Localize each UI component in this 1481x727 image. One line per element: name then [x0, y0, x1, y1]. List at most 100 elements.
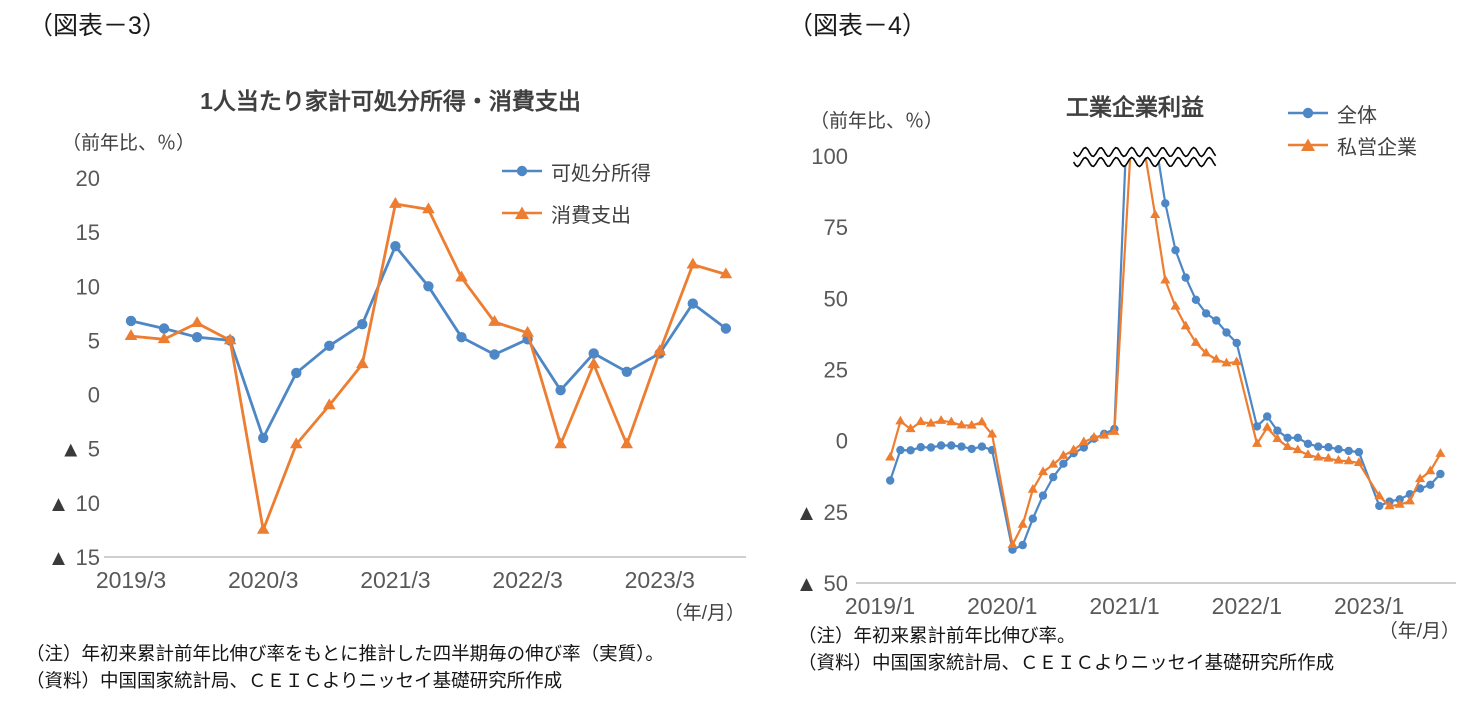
triangle-marker: [1435, 448, 1446, 457]
x-tick-label: 2019/3: [96, 567, 166, 593]
circle-marker: [1293, 433, 1303, 442]
triangle-marker: [946, 416, 957, 426]
triangle-marker: [987, 428, 998, 438]
triangle-marker: [1313, 451, 1324, 461]
triangle-marker: [1048, 458, 1059, 468]
circle-marker: [1028, 514, 1038, 523]
y-tick-label: 25: [824, 358, 848, 383]
y-tick-label: 0: [88, 383, 100, 408]
circle-marker: [1171, 246, 1180, 255]
legend-item-private: 私営企業: [1286, 130, 1417, 160]
circle-marker: [191, 332, 203, 343]
circle-marker: [1212, 316, 1221, 325]
x-tick-label: 2022/1: [1212, 593, 1282, 619]
y-tick-label: 10: [76, 274, 100, 299]
circle-marker: [489, 349, 500, 360]
triangle-marker: [1221, 357, 1232, 367]
chart3-title: 1人当たり家計可処分所得・消費支出: [200, 88, 581, 114]
circle-marker: [1141, 46, 1149, 54]
triangle-marker: [966, 419, 977, 429]
circle-marker: [1426, 480, 1435, 489]
triangle-marker: [1292, 444, 1303, 454]
triangle-marker: [686, 257, 700, 269]
triangle-marker: [1302, 449, 1314, 458]
triangle-marker: [1088, 431, 1100, 441]
circle-marker: [1263, 412, 1272, 421]
triangle-marker: [1272, 433, 1283, 443]
triangle-marker: [915, 416, 926, 425]
circle-marker: [588, 348, 599, 359]
circle-marker: [1079, 443, 1089, 452]
chart3-notes: （注）年初来累計前年比伸び率をもとに推計した四半期毎の伸び率（実質）。 （資料）…: [26, 640, 664, 694]
y-tick-label: ▲ 50: [796, 571, 848, 596]
circle-marker: [258, 432, 269, 444]
circle-marker: [1038, 491, 1048, 500]
circle-marker: [423, 281, 434, 292]
y-tick-label: 20: [76, 166, 100, 191]
y-tick-label: ▲ 5: [60, 437, 100, 462]
triangle-marker: [1190, 337, 1201, 346]
triangle-marker: [356, 357, 369, 369]
line-circle-marker-icon: [502, 165, 542, 177]
legend-item-total: 全体: [1286, 98, 1417, 128]
circle-marker: [1314, 442, 1323, 451]
triangle-marker: [1415, 473, 1426, 483]
x-tick-label: 2023/3: [625, 567, 695, 593]
triangle-marker: [124, 329, 138, 340]
triangle-marker: [956, 419, 967, 429]
circle-marker: [967, 444, 976, 454]
triangle-marker: [1170, 300, 1181, 310]
circle-marker: [1415, 484, 1425, 493]
triangle-marker: [719, 267, 733, 279]
axis-break-icon: [1072, 156, 1217, 168]
triangle-marker: [455, 270, 468, 282]
circle-marker: [1436, 469, 1445, 479]
triangle-marker: [1068, 444, 1079, 454]
y-tick-label: 75: [824, 215, 848, 240]
circle-marker: [1252, 422, 1262, 431]
x-tick-label: 2020/3: [228, 567, 298, 593]
y-tick-label: 15: [76, 220, 100, 245]
triangle-marker: [1201, 347, 1212, 357]
chart4-note-2: （資料）中国国家統計局、ＣＥＩＣよりニッセイ基礎研究所作成: [798, 652, 1335, 673]
y-tick-label: 50: [824, 286, 848, 311]
triangle-marker: [1109, 426, 1120, 435]
right-chart-plot: [885, 46, 1446, 554]
triangle-marker: [1027, 484, 1038, 493]
circle-marker: [1161, 199, 1170, 208]
triangle-marker: [1038, 466, 1049, 476]
circle-marker: [1151, 134, 1159, 142]
circle-marker: [1334, 445, 1343, 454]
triangle-marker: [422, 202, 435, 214]
legend-label-private: 私営企業: [1337, 136, 1417, 159]
y-tick-label: 5: [88, 328, 100, 353]
y-tick-label: ▲ 15: [48, 545, 100, 570]
triangle-marker: [554, 437, 567, 449]
chart3-legend: 可処分所得 消費支出: [500, 156, 651, 228]
circle-marker: [886, 476, 895, 485]
circle-marker: [957, 442, 966, 451]
triangle-marker: [389, 196, 402, 208]
circle-marker: [916, 443, 925, 452]
triangle-marker: [488, 315, 501, 326]
x-tick-label: 2021/3: [360, 567, 430, 593]
legend-item-disposable-income: 可処分所得: [500, 156, 651, 186]
triangle-marker: [1007, 539, 1018, 548]
circle-marker: [390, 241, 401, 252]
triangle-marker: [1262, 421, 1273, 431]
triangle-marker: [1404, 495, 1415, 505]
circle-marker: [936, 441, 946, 450]
triangle-marker: [1323, 453, 1334, 462]
x-tick-label: 2020/1: [967, 593, 1037, 619]
chart3-note-1: （注）年初来累計前年比伸び率をもとに推計した四半期毎の伸び率（実質）。: [26, 643, 664, 664]
chart4-note-1: （注）年初来累計前年比伸び率。: [798, 625, 1076, 646]
triangle-marker: [1394, 499, 1405, 508]
circle-marker: [906, 446, 915, 455]
circle-marker: [720, 323, 732, 334]
chart4-unit-label: （前年比、％）: [810, 111, 944, 132]
triangle-marker: [1130, 71, 1140, 80]
triangle-marker: [1251, 438, 1263, 447]
circle-marker: [1232, 338, 1241, 348]
circle-marker: [977, 442, 987, 451]
circle-marker: [1201, 309, 1211, 318]
